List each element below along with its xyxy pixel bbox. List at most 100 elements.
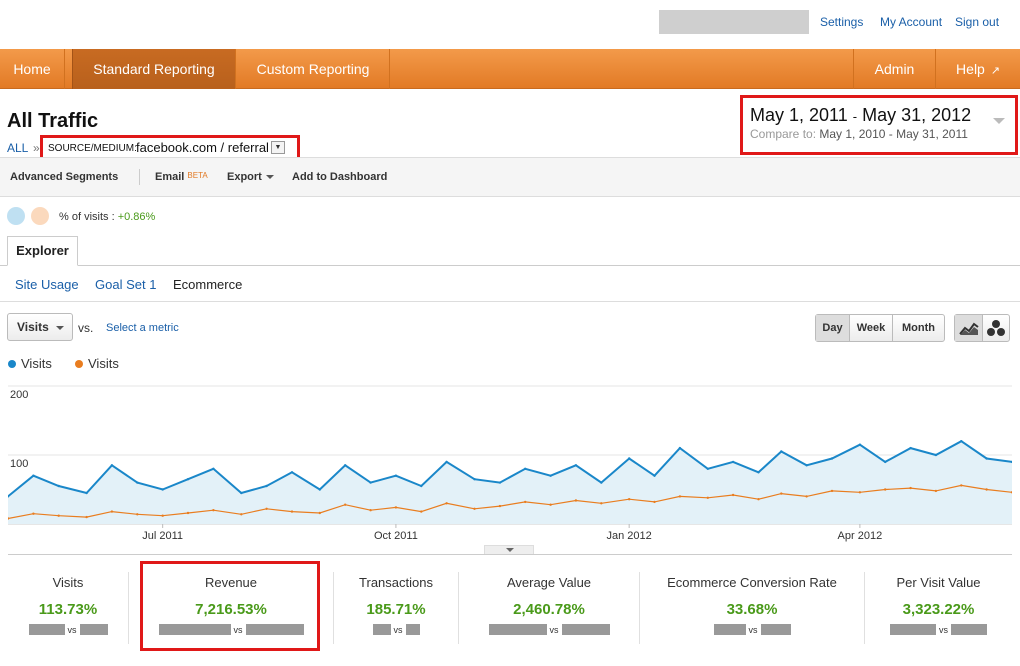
- export-label: Export: [227, 171, 262, 183]
- data-point: [240, 491, 243, 495]
- legend-dot: [8, 359, 16, 368]
- data-point: [57, 484, 60, 488]
- data-point: [445, 460, 448, 464]
- data-point: [934, 453, 938, 457]
- scorecard-value: 3,323.22%: [902, 601, 975, 618]
- scorecard-ecommerce-conversion-rate[interactable]: Ecommerce Conversion Rate 33.68% vs: [640, 572, 864, 652]
- date-range-picker[interactable]: [740, 95, 1018, 155]
- redacted-value-bar: [405, 624, 420, 636]
- data-point: [445, 502, 448, 505]
- legend-label: Visits: [21, 356, 52, 371]
- data-point: [186, 511, 190, 515]
- scorecard-compare: vs: [459, 623, 639, 636]
- settings-link[interactable]: Settings: [820, 15, 864, 29]
- day-button[interactable]: Day: [816, 315, 850, 341]
- scorecard-separator: [333, 572, 334, 644]
- nav-custom-reporting[interactable]: Custom Reporting: [237, 49, 390, 89]
- scorecard-compare: vs: [129, 623, 333, 636]
- data-point: [212, 467, 215, 470]
- data-point: [706, 467, 709, 470]
- scorecard-average-value[interactable]: Average Value 2,460.78% vs: [459, 572, 639, 652]
- data-point: [830, 489, 834, 493]
- data-point: [290, 510, 294, 513]
- date-dropdown-icon[interactable]: [993, 118, 1005, 124]
- report-toolbar: [0, 157, 1020, 197]
- select-compare-metric-link[interactable]: Select a metric: [106, 322, 179, 334]
- week-button[interactable]: Week: [850, 315, 893, 341]
- email-button[interactable]: Email BETA: [155, 171, 208, 183]
- filter-dropdown-button[interactable]: ▼: [271, 141, 285, 154]
- compare-start: May 1, 2010: [819, 127, 886, 141]
- segment-share-value: +0.86%: [117, 211, 156, 223]
- scorecard-vs-label: vs: [748, 624, 758, 635]
- tab-explorer[interactable]: Explorer: [7, 236, 78, 266]
- data-point: [780, 450, 783, 453]
- data-point: [161, 488, 164, 491]
- line-chart-button[interactable]: [955, 315, 983, 341]
- redacted-value-bar: [158, 624, 231, 636]
- legend-item-primary: Visits: [8, 356, 52, 371]
- export-button[interactable]: Export: [227, 171, 274, 183]
- scorecard-value: 185.71%: [366, 601, 426, 618]
- bubble-chart-icon: [987, 320, 1005, 336]
- date-start: May 1, 2011: [750, 105, 848, 125]
- my-account-link[interactable]: My Account: [880, 15, 943, 29]
- data-point: [8, 495, 10, 498]
- revenue-highlight-box: [140, 561, 320, 651]
- filter-dimension-value: facebook.com / referral: [136, 140, 269, 155]
- subtab-goal-set-1[interactable]: Goal Set 1: [95, 277, 157, 292]
- top-links-bar: Settings My Account Sign out: [0, 0, 1020, 48]
- date-sep: -: [852, 109, 858, 124]
- scorecard-transactions[interactable]: Transactions 185.71% vs: [334, 572, 458, 652]
- x-tick-label: Oct 2011: [374, 530, 418, 542]
- data-point: [985, 457, 988, 460]
- data-point: [186, 478, 190, 481]
- scorecard-title: Average Value: [506, 575, 592, 590]
- data-point: [110, 464, 114, 467]
- data-point: [57, 514, 60, 517]
- data-point: [909, 486, 912, 490]
- nav-help[interactable]: Help ↗: [936, 49, 1020, 89]
- subtab-site-usage[interactable]: Site Usage: [15, 277, 79, 292]
- sign-out-link[interactable]: Sign out: [955, 15, 1000, 29]
- scorecard-title: Transactions: [359, 575, 433, 590]
- breadcrumb-all-link[interactable]: ALL: [7, 141, 29, 155]
- add-to-dashboard-button[interactable]: Add to Dashboard: [292, 171, 388, 183]
- segment-share-text: % of visits : +0.86%: [59, 211, 155, 223]
- scorecard-value: 2,460.78%: [513, 601, 585, 618]
- scorecard-revenue[interactable]: Revenue 7,216.53% vs: [129, 572, 333, 652]
- subtab-ecommerce[interactable]: Ecommerce: [173, 277, 243, 292]
- scorecard-title: Revenue: [204, 575, 258, 590]
- data-point: [344, 464, 347, 467]
- y-tick-label: 200: [10, 389, 28, 401]
- legend-dot: [75, 359, 83, 368]
- advanced-segments-button[interactable]: Advanced Segments: [10, 171, 119, 183]
- data-point: [265, 484, 268, 488]
- data-point: [805, 464, 808, 467]
- nav-admin[interactable]: Admin: [853, 49, 936, 89]
- metric-select[interactable]: Visits: [7, 313, 73, 341]
- redacted-value-bar: [488, 624, 547, 636]
- scorecard-value: 33.68%: [726, 601, 778, 618]
- scorecard-separator: [864, 572, 865, 644]
- data-point: [32, 512, 35, 515]
- data-point: [960, 484, 963, 487]
- visits-line-chart[interactable]: 200 100 Jul 2011 Oct 2011 Jan 2012 Apr 2012: [8, 376, 1012, 546]
- month-button[interactable]: Month: [902, 322, 935, 334]
- y-tick-label: 100: [10, 458, 28, 470]
- nav-home[interactable]: Home: [0, 49, 65, 89]
- data-point: [884, 488, 887, 491]
- scorecard-per-visit-value[interactable]: Per Visit Value 3,323.22% vs: [865, 572, 1012, 652]
- data-point: [498, 504, 502, 508]
- data-point: [731, 493, 735, 497]
- scorecard-compare: vs: [640, 623, 864, 636]
- data-point: [212, 509, 215, 512]
- scorecard-vs-label: vs: [549, 624, 559, 635]
- data-point: [780, 492, 783, 495]
- data-point: [369, 509, 372, 512]
- motion-chart-button[interactable]: [983, 315, 1009, 341]
- data-point: [420, 484, 423, 488]
- nav-standard-reporting[interactable]: Standard Reporting: [72, 49, 236, 89]
- redacted-value-bar: [372, 624, 391, 636]
- scorecard-visits[interactable]: Visits 113.73% vs: [8, 572, 128, 652]
